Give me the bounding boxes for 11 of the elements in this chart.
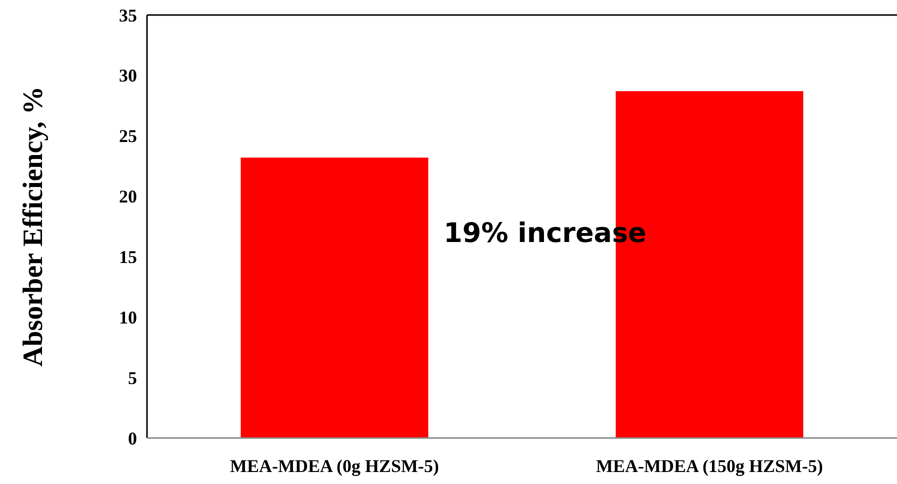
y-tick-label: 5 bbox=[128, 368, 137, 388]
y-axis-title: Absorber Efficiency, % bbox=[18, 86, 49, 367]
x-tick-label: MEA-MDEA (0g HZSM-5) bbox=[230, 456, 439, 476]
y-tick-label: 35 bbox=[119, 5, 137, 26]
x-tick-label: MEA-MDEA (150g HZSM-5) bbox=[596, 456, 823, 476]
y-tick-label: 25 bbox=[119, 126, 137, 146]
y-tick-label: 20 bbox=[119, 186, 137, 207]
y-tick-label: 15 bbox=[119, 247, 137, 268]
y-tick-label: 10 bbox=[119, 307, 137, 328]
y-tick-label: 0 bbox=[128, 428, 137, 448]
y-tick-label: 30 bbox=[119, 66, 137, 86]
